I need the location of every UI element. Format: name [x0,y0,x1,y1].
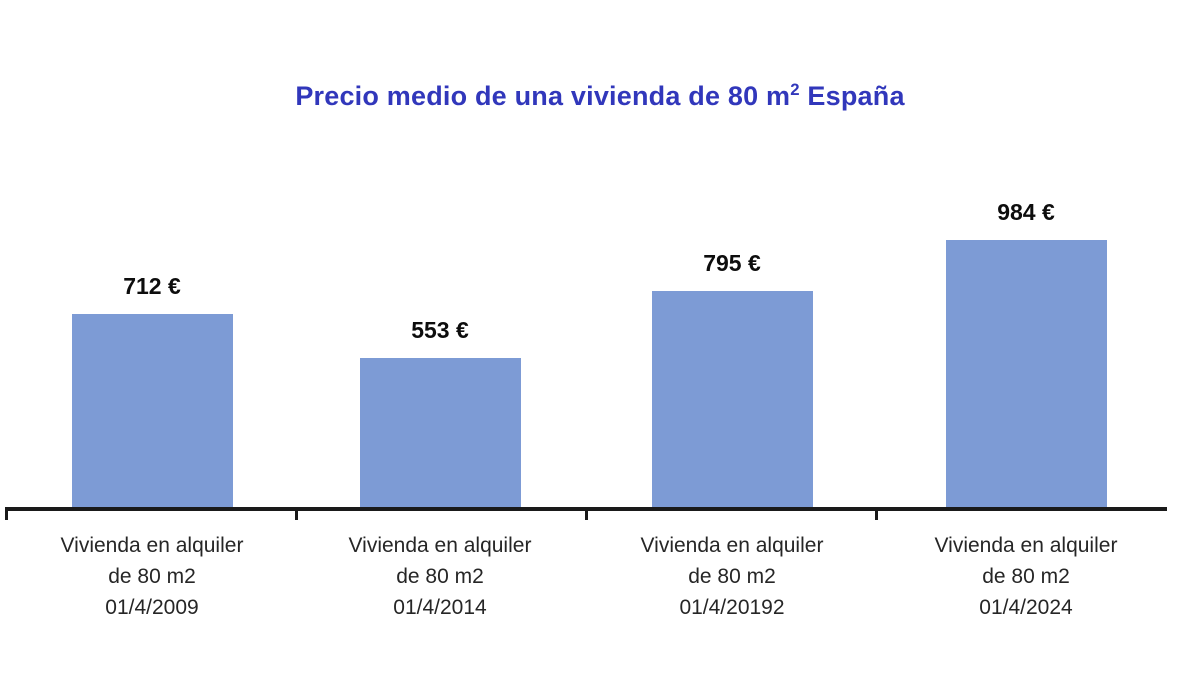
x-axis-tick [5,507,8,520]
x-axis-tick [875,507,878,520]
category-line-3: 01/4/2014 [393,596,487,619]
category-line-1: Vivienda en alquiler [348,534,532,557]
category-line-2: de 80 m2 [396,565,484,588]
x-axis-category-label: Vivienda en alquiler de 80 m2 01/4/20192 [582,530,882,623]
category-line-3: 01/4/20192 [679,596,785,619]
category-line-3: 01/4/2024 [979,596,1073,619]
chart-title-text: Precio medio de una vivienda de 80 m [295,81,791,111]
chart-title-text-suffix: España [799,81,905,111]
category-line-2: de 80 m2 [982,565,1070,588]
bar [651,291,813,509]
x-axis-category-label: Vivienda en alquiler de 80 m2 01/4/2009 [2,530,302,623]
category-line-3: 01/4/2009 [105,596,199,619]
category-line-1: Vivienda en alquiler [640,534,824,557]
category-line-2: de 80 m2 [108,565,196,588]
category-line-1: Vivienda en alquiler [60,534,244,557]
category-line-1: Vivienda en alquiler [934,534,1118,557]
x-axis-tick [585,507,588,520]
bar [359,358,521,509]
x-axis-category-label: Vivienda en alquiler de 80 m2 01/4/2014 [290,530,590,623]
category-line-2: de 80 m2 [688,565,776,588]
chart-title-superscript: 2 [790,80,800,99]
bar-value-label: 712 € [123,273,181,299]
bar [945,240,1107,509]
x-axis-category-label: Vivienda en alquiler de 80 m2 01/4/2024 [876,530,1176,623]
bar-value-label: 795 € [703,250,761,276]
bar-value-label: 553 € [411,317,469,343]
x-axis-tick [295,507,298,520]
chart-title: Precio medio de una vivienda de 80 m2 Es… [0,80,1200,112]
bar [71,314,233,509]
bar-value-label: 984 € [997,199,1055,225]
